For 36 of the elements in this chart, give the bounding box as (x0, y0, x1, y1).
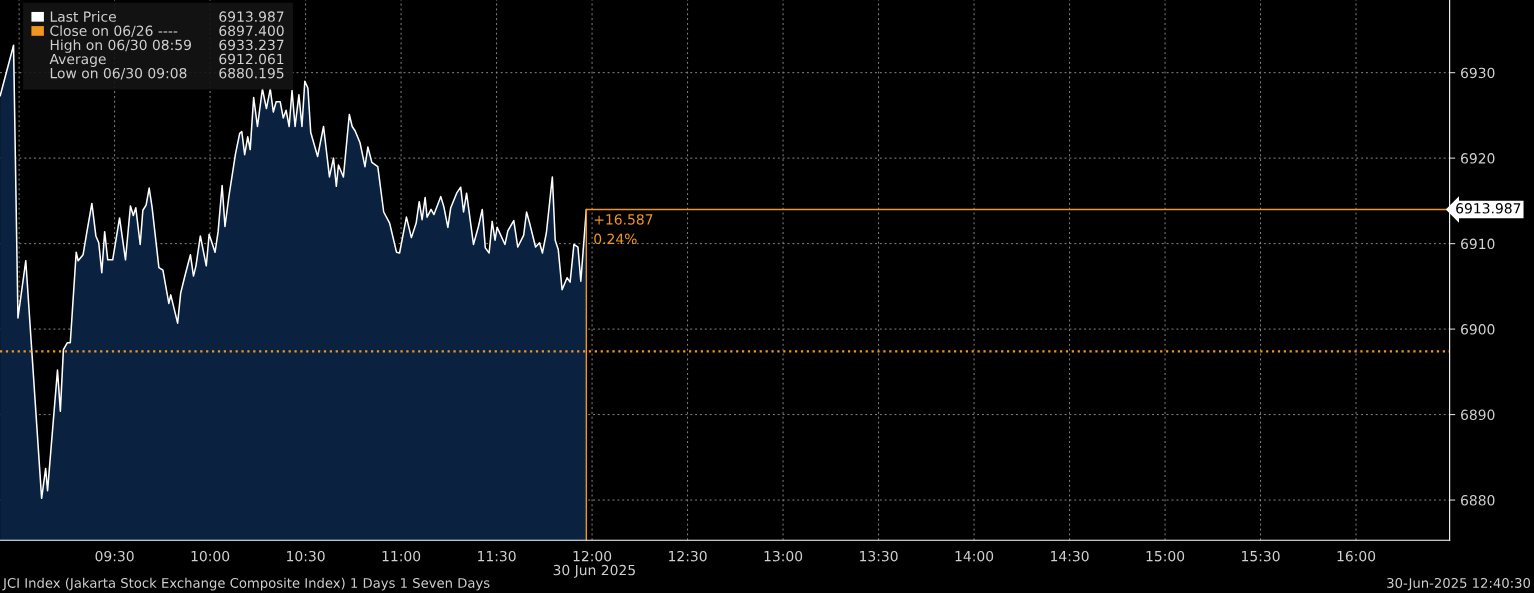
annotation: High on 06/30 08:59 (50, 39, 191, 53)
legend-label: Last Price (50, 11, 116, 22)
x-tick-label: 11:00 (382, 550, 421, 562)
y-tick-label: 6920 (1461, 153, 1495, 164)
text: JCI Index (Jakarta Stock Exchange Composite Index) 1 Days 1 Seven Days (2, 577, 490, 591)
annotation: Average (49, 53, 106, 67)
annotation: 6880.195 (219, 67, 284, 79)
x-tick-label: 15:00 (1146, 550, 1185, 562)
x-tick-label: 11:30 (478, 550, 516, 562)
x-axis-title: 30 Jun 2025 (553, 564, 635, 578)
annotation: 6913.987 (219, 11, 284, 22)
x-tick-label: 13:00 (764, 550, 803, 562)
y-tick-label: 6880 (1461, 495, 1495, 506)
y-tick-label: 6930 (1461, 67, 1495, 79)
x-tick-label: 14:30 (1051, 550, 1089, 562)
x-tick-label: 12:30 (669, 550, 707, 562)
text: 30-Jun-2025 12:40:30 (1387, 577, 1531, 591)
annotation: 6912.061 (219, 53, 284, 65)
x-tick-label: 14:00 (955, 550, 994, 562)
x-tick-label: 16:00 (1337, 550, 1376, 562)
x-tick-label: 15:30 (1242, 550, 1280, 562)
y-tick-label: 6890 (1461, 409, 1495, 421)
annotation: 0.24% (594, 233, 637, 245)
annotation: 6933.237 (219, 39, 284, 51)
ref-line-label: 6913.987 (1456, 203, 1521, 214)
legend-label: Close on 06/26 ---- (50, 25, 178, 38)
annotation: +16.587 (594, 214, 653, 225)
y-tick-label: 6910 (1461, 238, 1495, 250)
x-tick-label: 10:00 (191, 550, 230, 562)
annotation: Low on 06/30 09:08 (50, 67, 187, 80)
y-tick-label: 6900 (1461, 324, 1495, 335)
x-tick-label: 13:30 (860, 550, 898, 562)
x-tick-label: 09:30 (95, 550, 134, 562)
x-tick-label: 12:00 (573, 550, 612, 562)
x-tick-label: 10:30 (287, 550, 325, 562)
annotation: 6897.400 (219, 25, 284, 36)
